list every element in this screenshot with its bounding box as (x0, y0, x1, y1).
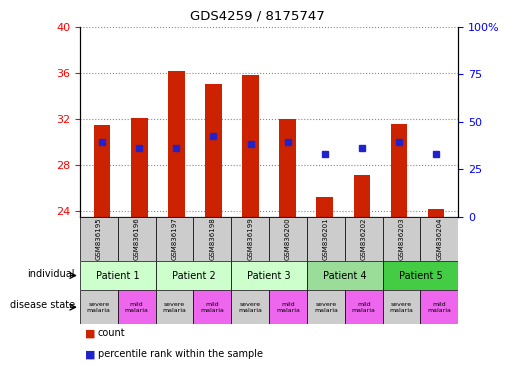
Text: GSM836195: GSM836195 (96, 218, 102, 260)
Bar (345, 290, 383, 324)
Text: Patient 3: Patient 3 (247, 270, 291, 281)
Bar (156, 261, 231, 290)
Text: Patient 5: Patient 5 (399, 270, 442, 281)
Bar (421, 290, 458, 324)
Text: severe
malaria: severe malaria (238, 302, 262, 313)
Text: GSM836199: GSM836199 (247, 218, 253, 260)
Bar (168, 71, 185, 217)
Bar (242, 75, 259, 217)
Bar (194, 290, 231, 324)
Text: mild
malaria: mild malaria (276, 302, 300, 313)
Text: GSM836201: GSM836201 (323, 218, 329, 260)
Bar (383, 290, 421, 324)
Text: severe
malaria: severe malaria (87, 302, 111, 313)
Bar (421, 217, 458, 261)
Bar (231, 217, 269, 261)
Bar (269, 217, 307, 261)
Bar (428, 209, 444, 217)
Bar (279, 119, 296, 217)
Text: count: count (98, 328, 126, 338)
Text: GDS4259 / 8175747: GDS4259 / 8175747 (190, 10, 325, 23)
Bar (383, 261, 458, 290)
Bar (156, 290, 194, 324)
Text: mild
malaria: mild malaria (352, 302, 375, 313)
Bar (390, 124, 407, 217)
Text: GSM836196: GSM836196 (133, 218, 140, 260)
Text: individual: individual (27, 269, 75, 279)
Text: GSM836197: GSM836197 (171, 218, 178, 260)
Bar (117, 217, 156, 261)
Text: Patient 1: Patient 1 (96, 270, 140, 281)
Text: GSM836198: GSM836198 (209, 218, 215, 260)
Bar (231, 261, 307, 290)
Bar (383, 217, 421, 261)
Text: Patient 4: Patient 4 (323, 270, 367, 281)
Bar (80, 261, 156, 290)
Bar (205, 84, 222, 217)
Bar (194, 217, 231, 261)
Bar (307, 217, 345, 261)
Bar (307, 290, 345, 324)
Text: GSM836200: GSM836200 (285, 218, 291, 260)
Bar (345, 217, 383, 261)
Text: Patient 2: Patient 2 (171, 270, 215, 281)
Text: GSM836202: GSM836202 (360, 218, 367, 260)
Text: percentile rank within the sample: percentile rank within the sample (98, 349, 263, 359)
Bar (231, 290, 269, 324)
Bar (156, 217, 194, 261)
Text: GSM836204: GSM836204 (436, 218, 442, 260)
Bar (94, 125, 110, 217)
Text: ■: ■ (85, 349, 95, 359)
Bar (131, 118, 148, 217)
Text: severe
malaria: severe malaria (163, 302, 186, 313)
Bar (353, 175, 370, 217)
Text: mild
malaria: mild malaria (200, 302, 224, 313)
Text: severe
malaria: severe malaria (390, 302, 414, 313)
Text: mild
malaria: mild malaria (125, 302, 148, 313)
Bar (316, 197, 333, 217)
Bar (117, 290, 156, 324)
Bar (307, 261, 383, 290)
Text: disease state: disease state (10, 300, 75, 311)
Bar (80, 290, 117, 324)
Text: severe
malaria: severe malaria (314, 302, 338, 313)
Text: GSM836203: GSM836203 (399, 218, 405, 260)
Text: ■: ■ (85, 328, 95, 338)
Text: mild
malaria: mild malaria (427, 302, 451, 313)
Bar (269, 290, 307, 324)
Bar (80, 217, 117, 261)
